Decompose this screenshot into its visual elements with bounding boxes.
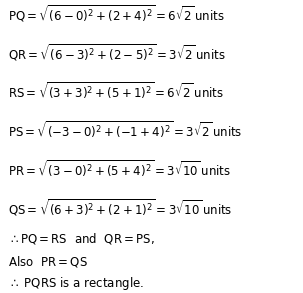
Text: $\mathrm{QS} = \sqrt{(6+3)^2+(2+1)^2} = 3\sqrt{10}\,\mathrm{units}$: $\mathrm{QS} = \sqrt{(6+3)^2+(2+1)^2} = … bbox=[8, 198, 232, 218]
Text: $\mathrm{QR} = \sqrt{(6-3)^2+(2-5)^2} = 3\sqrt{2}\,\mathrm{units}$: $\mathrm{QR} = \sqrt{(6-3)^2+(2-5)^2} = … bbox=[8, 42, 225, 62]
Text: $\mathrm{PS} = \sqrt{(-3-0)^2+(-1+4)^2} = 3\sqrt{2}\,\mathrm{units}$: $\mathrm{PS} = \sqrt{(-3-0)^2+(-1+4)^2} … bbox=[8, 120, 242, 141]
Text: $\mathrm{RS} = \sqrt{(3+3)^2+(5+1)^2} = 6\sqrt{2}\,\mathrm{units}$: $\mathrm{RS} = \sqrt{(3+3)^2+(5+1)^2} = … bbox=[8, 81, 223, 102]
Text: $\mathrm{PR} = \sqrt{(3-0)^2+(5+4)^2} = 3\sqrt{10}\,\mathrm{units}$: $\mathrm{PR} = \sqrt{(3-0)^2+(5+4)^2} = … bbox=[8, 159, 231, 180]
Text: $\mathrm{Also\ \ PR=QS}$: $\mathrm{Also\ \ PR=QS}$ bbox=[8, 254, 88, 269]
Text: $\therefore \mathrm{PQ=RS\ \ and\ \ QR=PS,}$: $\therefore \mathrm{PQ=RS\ \ and\ \ QR=P… bbox=[8, 231, 155, 246]
Text: $\mathrm{PQ} = \sqrt{(6-0)^2+(2+4)^2} = 6\sqrt{2}\,\mathrm{units}$: $\mathrm{PQ} = \sqrt{(6-0)^2+(2+4)^2} = … bbox=[8, 3, 224, 23]
Text: $\therefore\mathrm{\ PQRS\ is\ a\ rectangle.}$: $\therefore\mathrm{\ PQRS\ is\ a\ rectan… bbox=[8, 275, 144, 292]
